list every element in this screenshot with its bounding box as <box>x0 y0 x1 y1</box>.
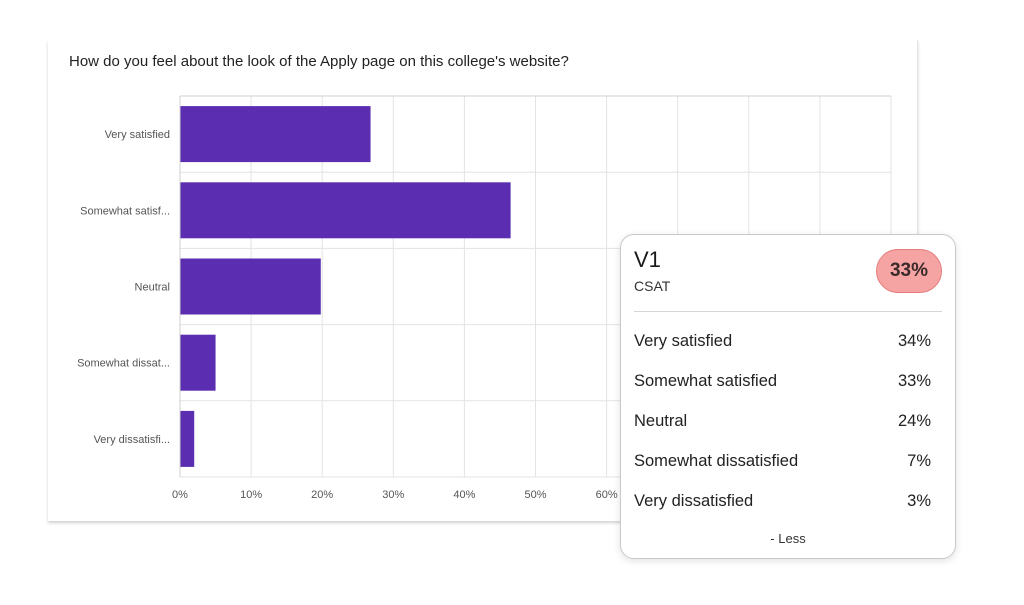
x-tick-label: 60% <box>596 489 618 501</box>
csat-score-badge: 33% <box>876 249 942 293</box>
breakdown-value: 34% <box>897 332 931 351</box>
popup-subtitle: CSAT <box>634 278 671 294</box>
bar <box>180 258 321 315</box>
popup-divider <box>634 311 942 312</box>
bar <box>180 182 511 239</box>
breakdown-row: Somewhat satisfied 33% <box>634 362 931 402</box>
x-tick-label: 30% <box>382 489 404 501</box>
category-label: Somewhat satisf... <box>80 205 170 217</box>
x-tick-label: 20% <box>311 489 333 501</box>
question-title: How do you feel about the look of the Ap… <box>69 53 569 70</box>
breakdown-row: Neutral 24% <box>634 402 931 442</box>
category-label: Neutral <box>135 282 170 294</box>
breakdown-label: Neutral <box>634 411 688 430</box>
x-tick-label: 10% <box>240 489 262 501</box>
breakdown-row: Very satisfied 34% <box>634 322 931 362</box>
breakdown-row: Somewhat dissatisfied 7% <box>634 441 931 481</box>
breakdown-list: Very satisfied 34% Somewhat satisfied 33… <box>634 322 931 521</box>
popup-title: V1 <box>634 247 661 272</box>
breakdown-value: 7% <box>907 451 931 470</box>
breakdown-label: Very dissatisfied <box>634 491 754 510</box>
x-tick-label: 50% <box>524 489 546 501</box>
category-label: Very dissatisfi... <box>94 434 170 446</box>
bar <box>180 106 371 163</box>
category-label: Very satisfied <box>105 129 170 141</box>
x-tick-label: 0% <box>172 489 188 501</box>
bar <box>180 334 216 391</box>
csat-popup: V1 CSAT 33% Very satisfied 34% Somewhat … <box>620 234 956 559</box>
breakdown-label: Somewhat dissatisfied <box>634 451 799 470</box>
breakdown-value: 24% <box>897 411 931 430</box>
breakdown-row: Very dissatisfied 3% <box>634 481 931 521</box>
x-tick-label: 40% <box>453 489 475 501</box>
breakdown-value: 33% <box>897 372 931 391</box>
breakdown-label: Very satisfied <box>634 332 733 351</box>
bar <box>180 410 195 467</box>
breakdown-label: Somewhat satisfied <box>634 372 778 391</box>
less-link[interactable]: - Less <box>770 531 806 546</box>
breakdown-value: 3% <box>907 491 931 510</box>
category-label: Somewhat dissat... <box>77 358 170 370</box>
